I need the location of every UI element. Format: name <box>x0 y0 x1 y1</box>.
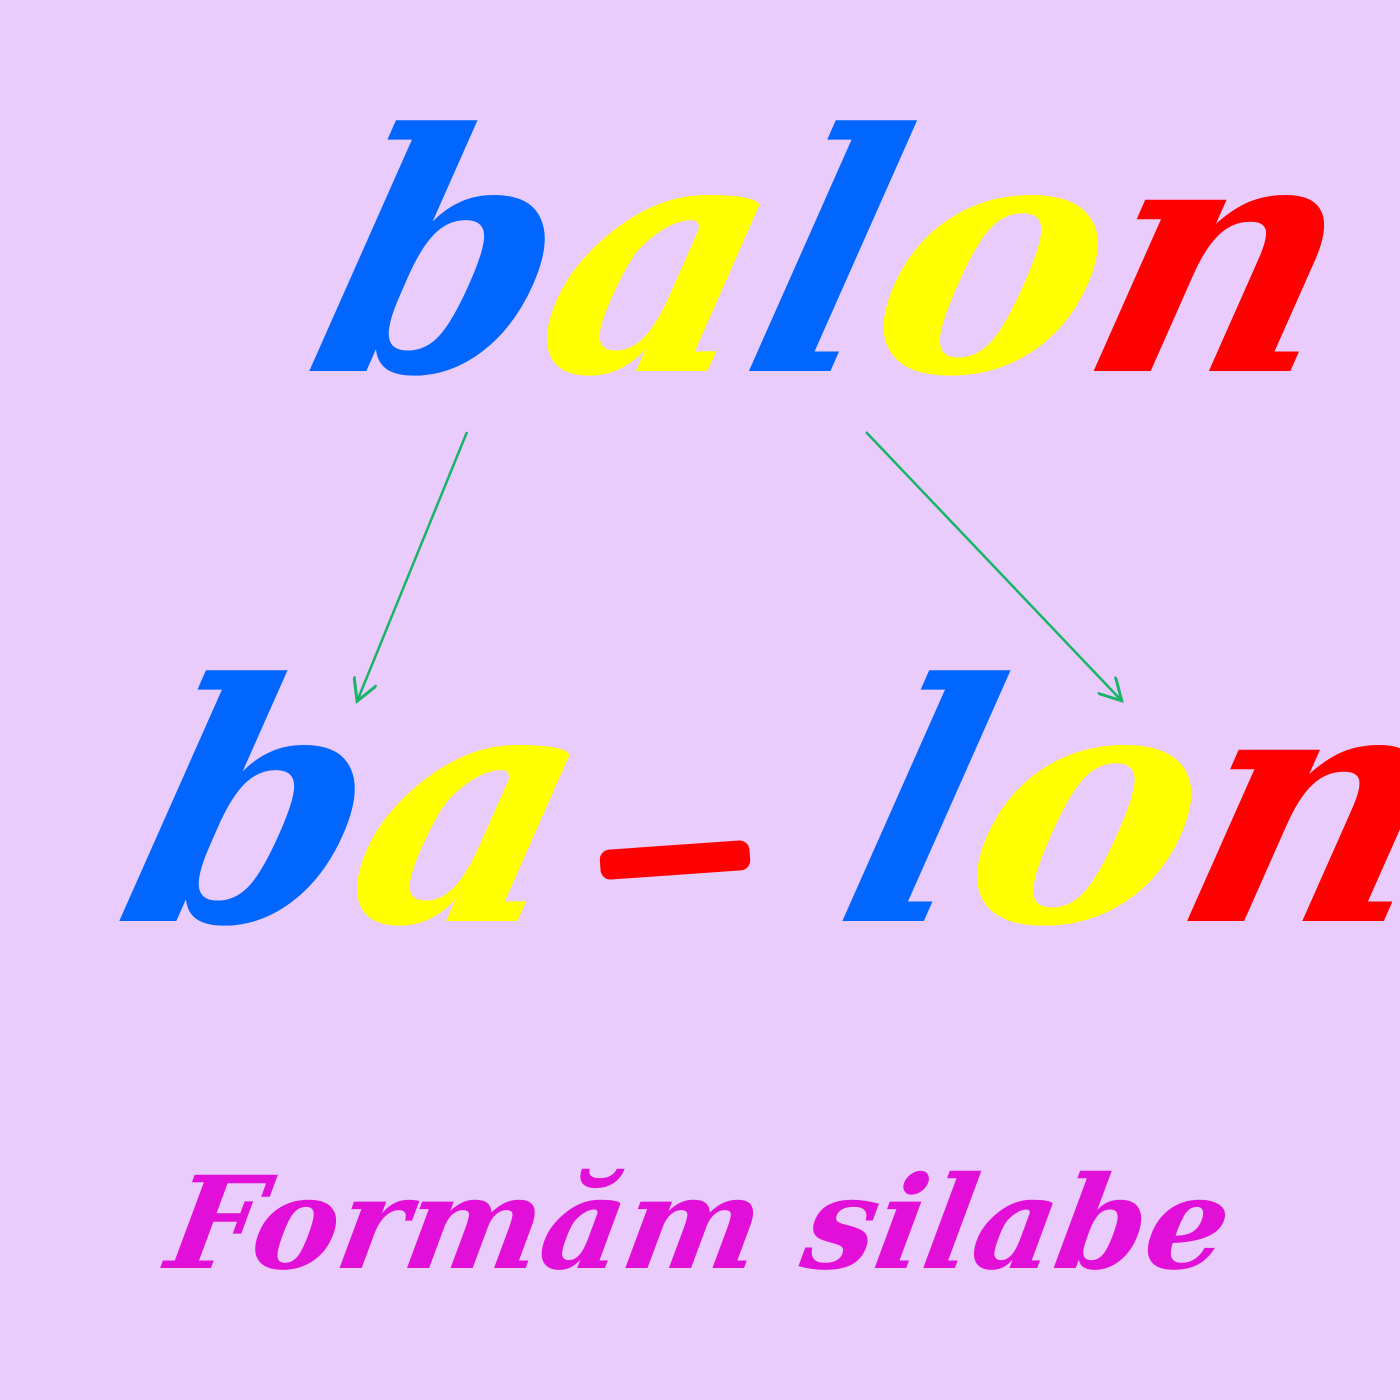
syllable-lon: lon <box>812 611 1400 999</box>
whole-word: balon <box>282 61 1389 449</box>
syllable-ba: ba <box>92 611 625 999</box>
caption-title: Formăm silabe <box>157 1149 1243 1299</box>
syllable-separator <box>599 839 751 881</box>
